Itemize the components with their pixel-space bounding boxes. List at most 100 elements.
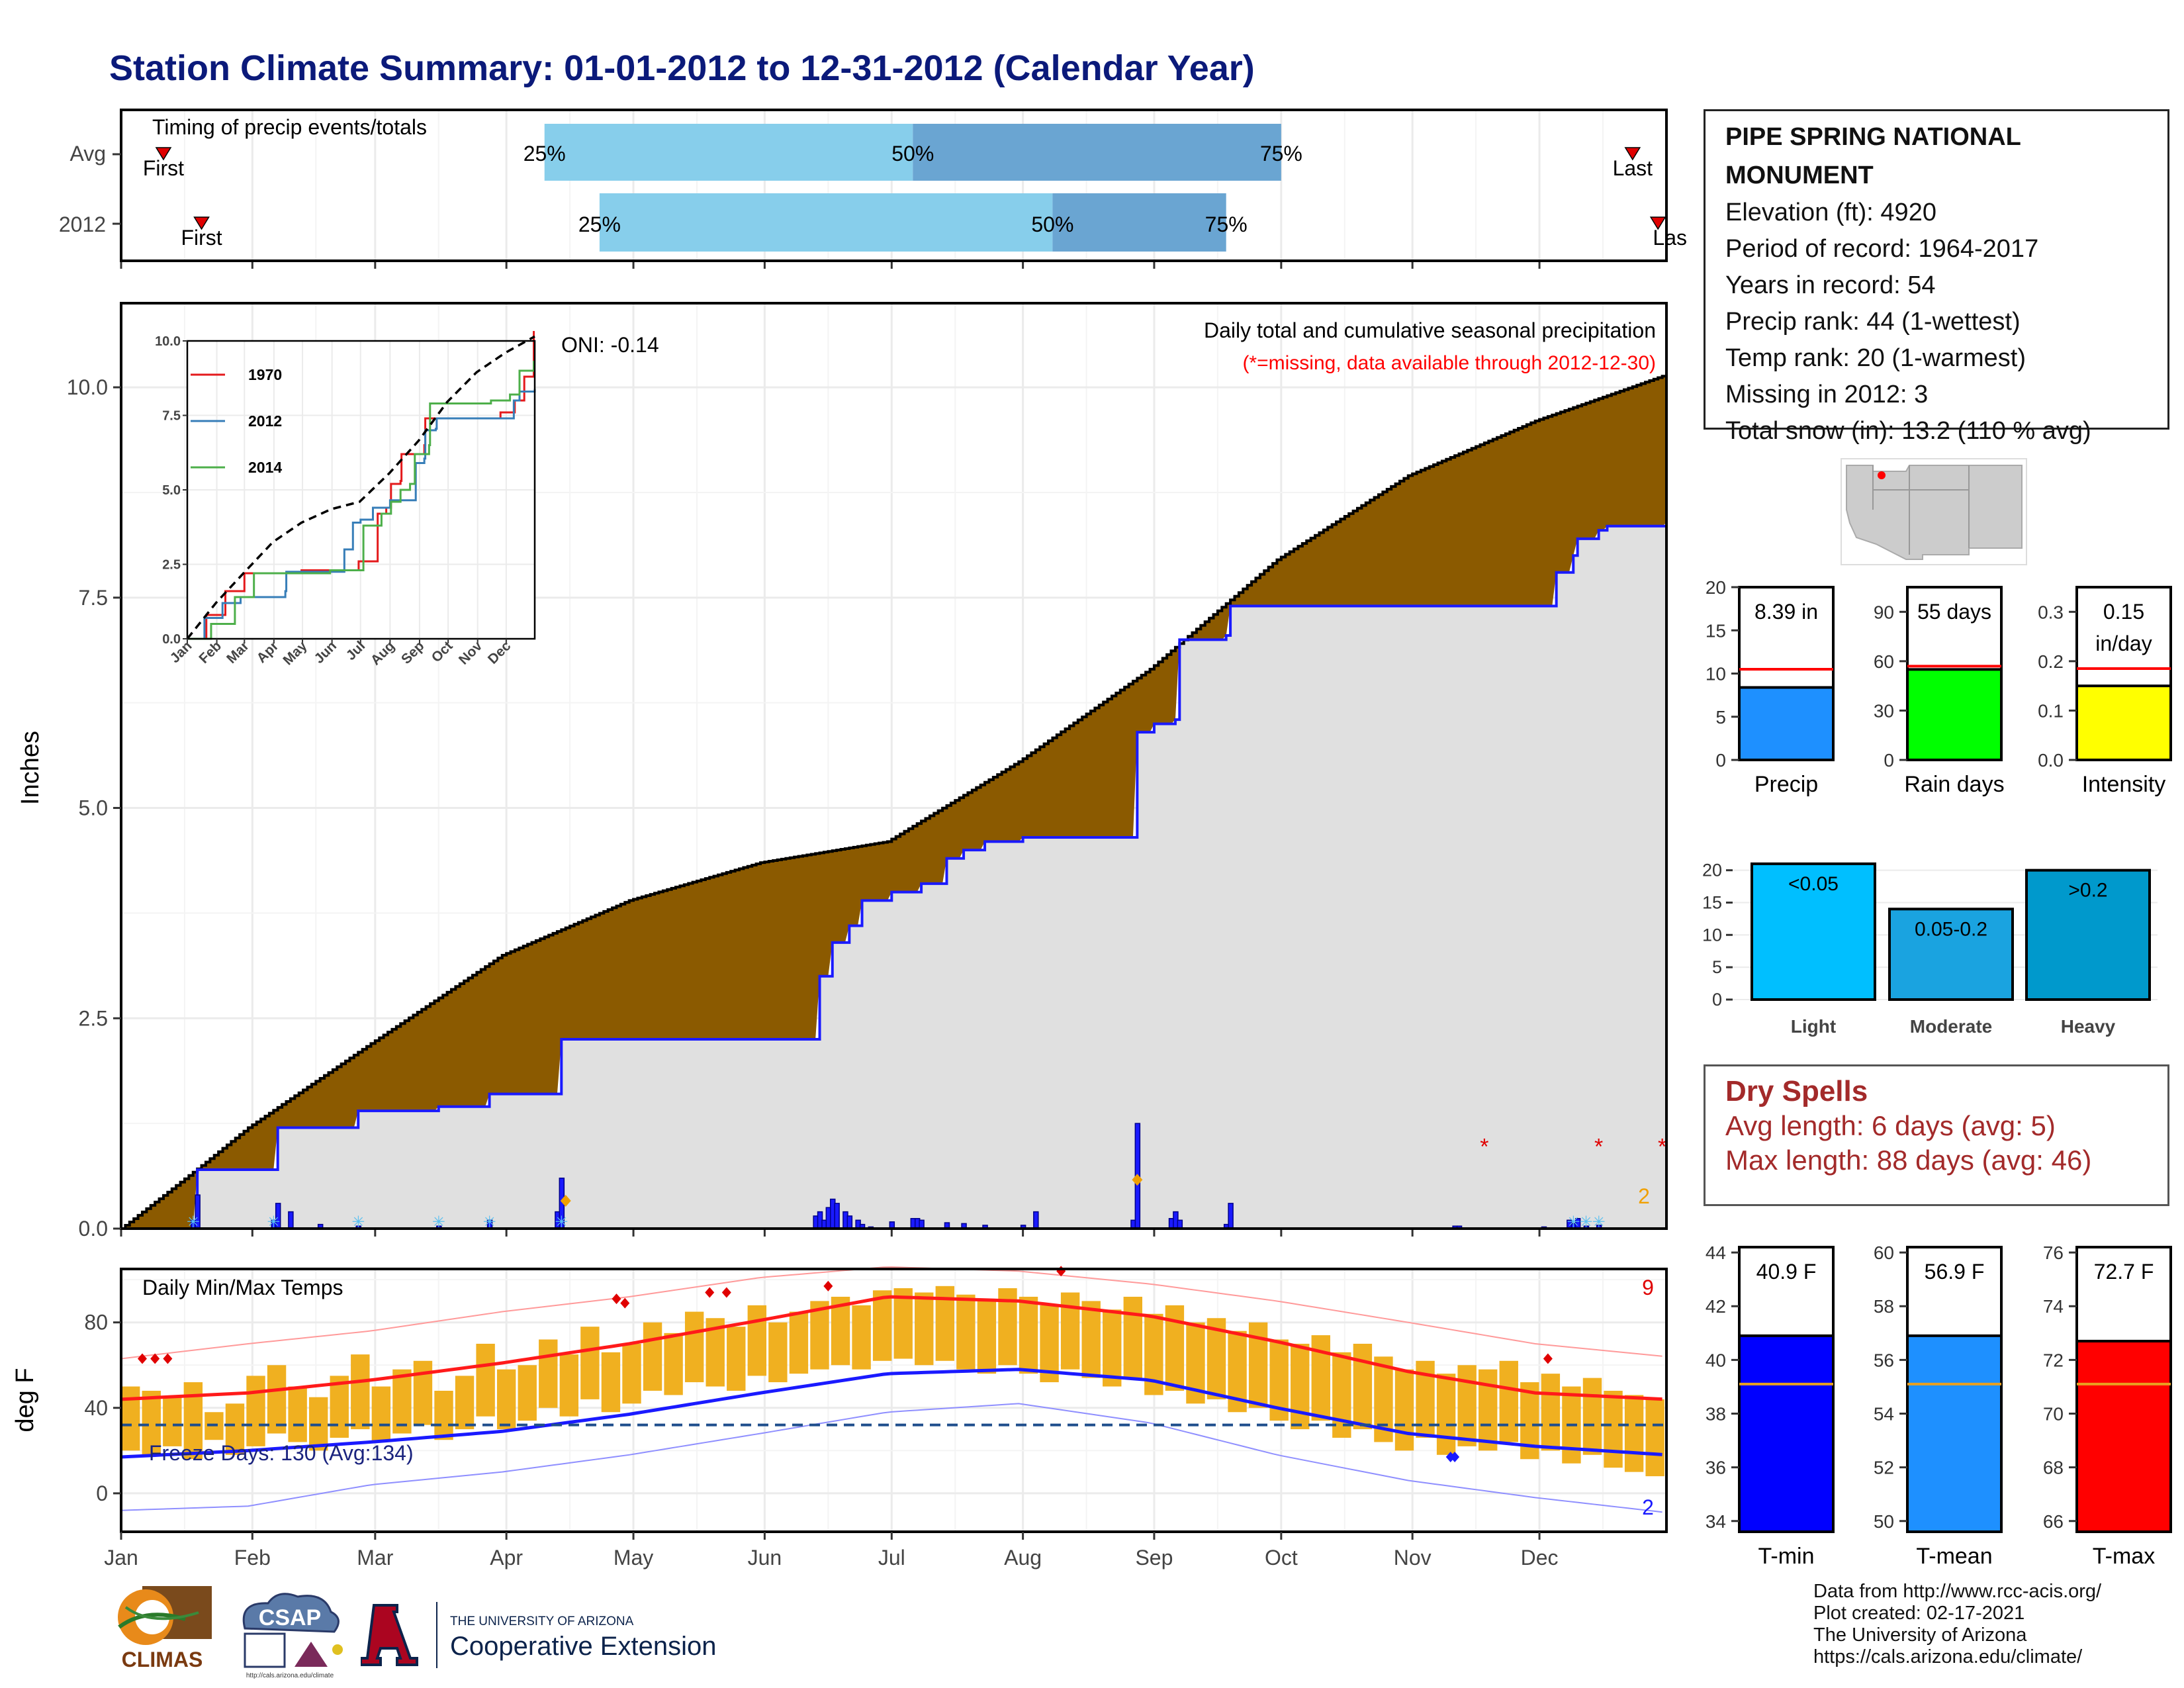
station-name-line2: MONUMENT: [1725, 162, 1874, 189]
inset-ytick-label: 7.5: [162, 409, 181, 424]
snow-marker: ✳: [555, 1213, 568, 1231]
gauge-value-label: 55 days: [1917, 600, 1991, 624]
precip-annotation: Daily total and cumulative seasonal prec…: [1204, 318, 1656, 342]
gauge-ytick-label: 68: [2043, 1458, 2064, 1478]
record-high-marker: [612, 1293, 621, 1305]
ua-big-text: Cooperative Extension: [450, 1632, 716, 1661]
gauge-ytick-label: 50: [1874, 1511, 1894, 1532]
gauge-ytick-label: 20: [1706, 577, 1726, 598]
first-event-marker: [155, 147, 172, 161]
last-event-label: Las: [1653, 226, 1687, 250]
precip-panel: ✳ ✳ ✳ ✳ ✳ ✳ ✳ ✳ ✳* * * 0.02.55.07.510.0 Inches Dai…: [17, 302, 1668, 1241]
temperature-panel: 0 40 80 Jan Feb Mar Apr May Jun Jul Aug Sep Oct Nov D…: [11, 1266, 1668, 1570]
temp-count-bottom: 2: [1642, 1495, 1654, 1519]
tmax-gauge: 66 68 70 72 74 76 72.7 F T-max: [2043, 1243, 2172, 1569]
gauge-value-label: 56.9 F: [1925, 1260, 1985, 1284]
daily-temp-range-bar: [664, 1333, 683, 1395]
inset-legend-label: 1970: [248, 366, 282, 383]
gauge-ytick-label: 30: [1874, 700, 1894, 721]
event-bar-label: >0.2: [2068, 880, 2107, 902]
daily-precip-bar: [1228, 1203, 1234, 1229]
month-label: Aug: [1004, 1546, 1042, 1570]
gauge-xlabel: T-max: [2093, 1544, 2155, 1569]
daily-temp-range-bar: [142, 1390, 161, 1455]
avg-min-line: [120, 1368, 1662, 1459]
temp-count-top: 9: [1642, 1276, 1654, 1299]
precip-ytick-label: 10.0: [67, 375, 108, 399]
month-label: Mar: [357, 1546, 393, 1570]
gauge-value-label: 40.9 F: [1756, 1260, 1817, 1284]
events-ytick-label: 20: [1702, 861, 1722, 880]
timing-quantile-label: 75%: [1205, 212, 1248, 236]
temp-title: Daily Min/Max Temps: [142, 1276, 343, 1299]
ua-cooperative-extension-logo: THE UNIVERSITY OF ARIZONA Cooperative Ex…: [361, 1602, 716, 1668]
record-high-marker: [137, 1353, 147, 1364]
station-elevation: Elevation (ft): 4920: [1725, 199, 1936, 226]
precip-missing-note: (*=missing, data available through 2012-…: [1242, 352, 1656, 374]
daily-temp-range-bar: [684, 1311, 704, 1383]
timing-panel: Timing of precip events/totals Avg 2012 …: [59, 109, 1687, 269]
record-high-marker: [150, 1353, 160, 1364]
timing-cat-avg: Avg: [69, 142, 106, 165]
gauge-ytick-label: 38: [1706, 1404, 1726, 1425]
month-label: Dec: [1521, 1546, 1559, 1570]
gauge-ytick-label: 34: [1706, 1511, 1726, 1532]
footer-url: https://cals.arizona.edu/climate/: [1813, 1646, 2083, 1667]
snow-marker: ✳: [351, 1213, 365, 1231]
last-event-marker: [1649, 216, 1666, 230]
precip-gauge: 0 5 10 15 20 8.39 in Precip: [1706, 577, 1835, 797]
page-title: Station Climate Summary: 01-01-2012 to 1…: [109, 48, 1255, 88]
gauge-ytick-label: 70: [2043, 1404, 2064, 1425]
inset-legend-label: 2014: [248, 459, 282, 476]
gauge-value-label: 8.39 in: [1754, 600, 1818, 624]
gauge-ytick-label: 5: [1715, 707, 1726, 727]
snow-marker: ✳: [483, 1213, 496, 1231]
events-ytick-label: 5: [1712, 957, 1722, 977]
event-category-label: Moderate: [1910, 1016, 1992, 1037]
gauge-ytick-label: 52: [1874, 1458, 1894, 1478]
daily-temp-range-bar: [496, 1369, 516, 1430]
daily-temp-range-bar: [539, 1339, 558, 1408]
record-low-marker: [1450, 1452, 1460, 1463]
gauge-value-label: 0.15: [2103, 600, 2144, 624]
first-event-label: First: [181, 226, 222, 250]
daily-temp-range-bar: [1541, 1374, 1561, 1451]
daily-temp-range-bar: [1081, 1301, 1101, 1378]
gauge-ytick-label: 54: [1874, 1404, 1894, 1425]
timing-quantile-label: 25%: [523, 142, 566, 165]
daily-temp-range-bar: [872, 1290, 892, 1361]
snow-marker: ✳: [187, 1213, 200, 1231]
timing-bar-upper-2012: [1052, 193, 1226, 252]
gauge-value-label: 72.7 F: [2094, 1260, 2154, 1284]
daily-temp-range-bar: [559, 1354, 579, 1417]
climas-logo: CLIMAS: [118, 1586, 212, 1671]
dry-spells-box: Dry Spells Avg length: 6 days (avg: 5) M…: [1704, 1064, 2169, 1206]
precip-ytick-label: 2.5: [79, 1006, 108, 1030]
daily-temp-range-bar: [1604, 1390, 1623, 1468]
timing-bar-lower-Avg: [544, 124, 913, 181]
precip-events-chart: 0 5 10 15 20 <0.05 Light 0.05-0.2 Moderate >0.2 He…: [1702, 853, 2158, 1037]
daily-temp-range-bar: [163, 1397, 182, 1446]
daily-temp-range-bar: [643, 1322, 662, 1391]
daily-temp-range-bar: [893, 1288, 913, 1359]
daily-temp-range-bar: [455, 1376, 475, 1430]
daily-temp-range-bar: [288, 1386, 307, 1442]
station-location-marker: [1878, 471, 1886, 479]
daily-temp-range-bar: [1479, 1369, 1498, 1451]
gauge-xlabel: Precip: [1754, 772, 1818, 797]
record-high-marker: [823, 1280, 833, 1291]
gauge-ytick-label: 58: [1874, 1296, 1894, 1317]
gauge-ytick-label: 0.0: [2038, 750, 2064, 771]
daily-temp-range-bar: [1582, 1378, 1602, 1455]
daily-temp-range-bar: [330, 1376, 349, 1438]
gauge-value-bar: [1738, 686, 1835, 761]
daily-temp-range-bar: [371, 1386, 391, 1442]
missing-data-marker: *: [1480, 1134, 1488, 1159]
daily-temp-range-bar: [121, 1386, 140, 1451]
avg-max-line: [120, 1295, 1662, 1401]
record-high-marker: [620, 1297, 630, 1309]
timing-quantile-label: 75%: [1260, 142, 1302, 165]
gauge-value-unit: in/day: [2095, 632, 2152, 655]
location-map: [1841, 458, 2027, 565]
